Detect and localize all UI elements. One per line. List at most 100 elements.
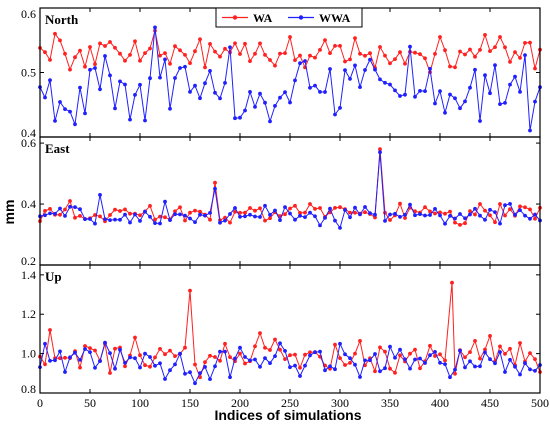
data-point-wwa (343, 208, 347, 212)
data-point-wa (450, 280, 454, 285)
data-point-wwa (168, 106, 172, 111)
data-point-wa (433, 52, 437, 56)
data-point-wa (43, 50, 47, 55)
data-point-wa (463, 355, 467, 360)
data-point-wwa (368, 57, 372, 62)
data-point-wa (253, 344, 257, 349)
data-point-wwa (373, 212, 377, 217)
data-point-wwa (468, 85, 472, 90)
data-point-wwa (168, 218, 172, 223)
data-point-wwa (173, 362, 177, 367)
data-point-wa (153, 355, 157, 360)
data-point-wwa (508, 82, 512, 87)
data-point-wa (498, 344, 502, 349)
data-point-wwa (528, 367, 532, 372)
data-point-wwa (383, 80, 387, 85)
data-point-wa (483, 208, 487, 213)
data-point-wwa (353, 205, 357, 210)
data-point-wwa (218, 349, 222, 354)
data-point-wwa (208, 211, 212, 215)
data-point-wwa (178, 212, 182, 217)
data-point-wa (58, 212, 62, 217)
data-point-wa (533, 216, 537, 221)
data-point-wwa (43, 213, 47, 218)
data-point-wwa (128, 117, 132, 122)
data-point-wa (63, 51, 67, 56)
data-point-wwa (418, 356, 422, 361)
data-point-wa (503, 45, 507, 50)
data-point-wwa (263, 100, 267, 105)
y-tick-label: 0.6 (21, 7, 36, 21)
data-point-wwa (228, 212, 232, 216)
data-point-wwa (513, 364, 517, 369)
data-point-wwa (203, 365, 207, 369)
data-point-wa (63, 355, 67, 360)
data-point-wwa (223, 218, 227, 223)
data-point-wwa (328, 67, 332, 71)
data-point-wwa (488, 357, 492, 362)
data-point-wwa (158, 221, 162, 226)
data-point-wwa (138, 82, 142, 87)
y-tick-label: 0.4 (21, 126, 36, 140)
data-point-wa (378, 45, 382, 49)
data-point-wwa (298, 61, 302, 66)
data-point-wwa (378, 77, 382, 82)
data-point-wa (418, 52, 422, 56)
data-point-wa (188, 61, 192, 65)
legend-wa-label: WA (253, 11, 273, 25)
data-point-wwa (383, 219, 387, 223)
data-point-wwa (348, 77, 352, 81)
data-point-wa (213, 355, 217, 359)
data-point-wa (358, 51, 362, 56)
data-point-wwa (183, 371, 187, 376)
data-point-wa (363, 53, 367, 58)
data-point-wwa (458, 212, 462, 216)
data-point-wa (413, 50, 417, 55)
data-point-wa (323, 38, 327, 43)
data-point-wwa (483, 73, 487, 78)
data-point-wwa (213, 186, 217, 191)
panel-title: Up (45, 269, 62, 284)
panel-up: 0.8 1.0 1.2 1.4 Up (21, 264, 542, 396)
data-point-wa (193, 362, 197, 367)
data-point-wwa (353, 63, 357, 68)
data-point-wa (428, 343, 432, 348)
data-point-wwa (113, 106, 117, 111)
data-point-wa (523, 41, 527, 45)
data-point-wwa (173, 76, 177, 80)
panel-frame (39, 264, 541, 394)
data-point-wa (348, 361, 352, 365)
series-line-wa (39, 282, 541, 378)
data-point-wwa (318, 349, 322, 354)
data-point-wa (138, 58, 142, 63)
data-point-wwa (363, 358, 367, 363)
data-point-wwa (313, 350, 317, 355)
data-point-wa (353, 351, 357, 356)
data-point-wwa (428, 66, 432, 71)
data-point-wa (453, 220, 457, 225)
data-point-wwa (478, 364, 482, 369)
data-point-wa (328, 51, 332, 55)
data-point-wwa (273, 354, 277, 358)
data-point-wa (293, 203, 297, 208)
data-point-wwa (313, 214, 317, 219)
data-point-wa (298, 365, 302, 370)
data-point-wa (138, 353, 142, 358)
data-point-wwa (333, 218, 337, 223)
data-point-wwa (243, 214, 247, 219)
data-point-wwa (383, 366, 387, 371)
data-point-wwa (128, 355, 132, 360)
data-point-wa (228, 220, 232, 225)
data-point-wa (178, 205, 182, 210)
data-point-wa (153, 217, 157, 222)
data-point-wwa (443, 362, 447, 366)
data-point-wwa (328, 206, 332, 211)
data-point-wa (213, 49, 217, 54)
data-point-wa (508, 346, 512, 351)
data-point-wwa (183, 64, 187, 69)
data-point-wa (503, 213, 507, 218)
data-point-wa (158, 347, 162, 351)
data-point-wa (508, 207, 512, 212)
data-point-wwa (78, 85, 82, 90)
data-point-wa (133, 39, 137, 44)
